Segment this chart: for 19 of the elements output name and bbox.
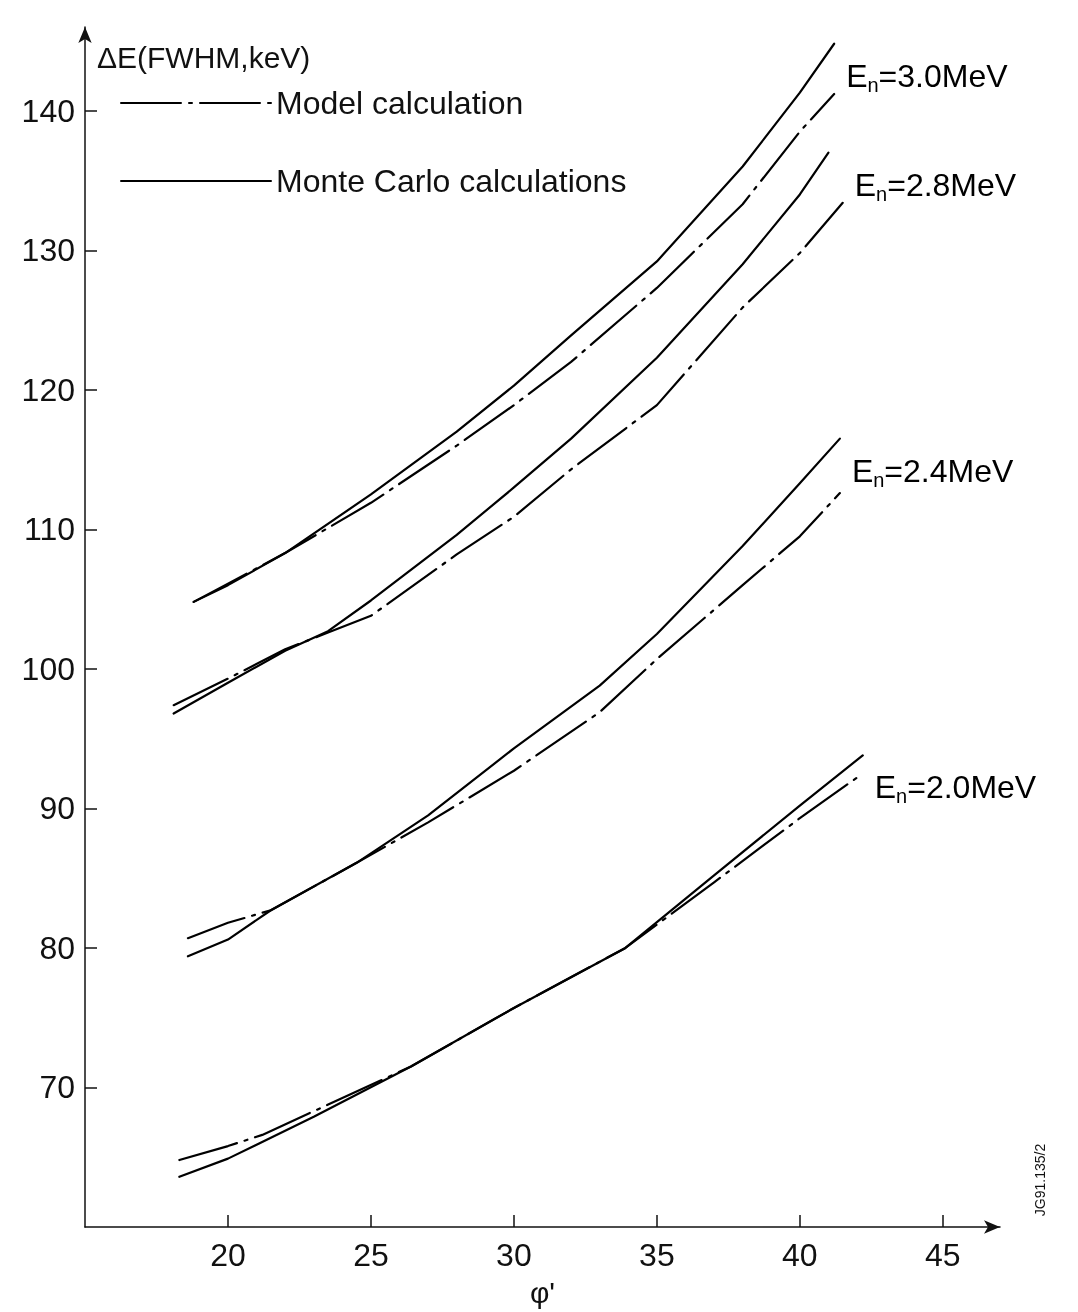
y-tick-label: 140 xyxy=(21,92,75,129)
x-tick-label: 45 xyxy=(925,1237,961,1273)
y-tick-label: 90 xyxy=(39,790,75,827)
y-tick-label: 110 xyxy=(23,511,75,548)
y-axis-title: ΔE(FWHM,keV) xyxy=(97,40,311,74)
y-tick-label: 70 xyxy=(39,1069,75,1106)
x-axis-title: φ' xyxy=(529,1275,556,1309)
x-tick-label: 40 xyxy=(782,1237,818,1273)
y-tick-label: 100 xyxy=(21,650,75,687)
x-tick-label: 25 xyxy=(353,1237,389,1273)
x-tick-label: 35 xyxy=(639,1237,675,1273)
legend-label: Monte Carlo calculations xyxy=(276,163,627,199)
x-tick-label: 30 xyxy=(496,1237,532,1273)
legend-label: Model calculation xyxy=(276,85,524,121)
y-tick-label: 120 xyxy=(21,371,75,408)
y-tick-label: 80 xyxy=(39,929,75,966)
text: JG91.135/2 xyxy=(1032,1143,1048,1217)
y-tick-label: 130 xyxy=(21,232,75,269)
x-tick-label: 20 xyxy=(210,1237,246,1273)
